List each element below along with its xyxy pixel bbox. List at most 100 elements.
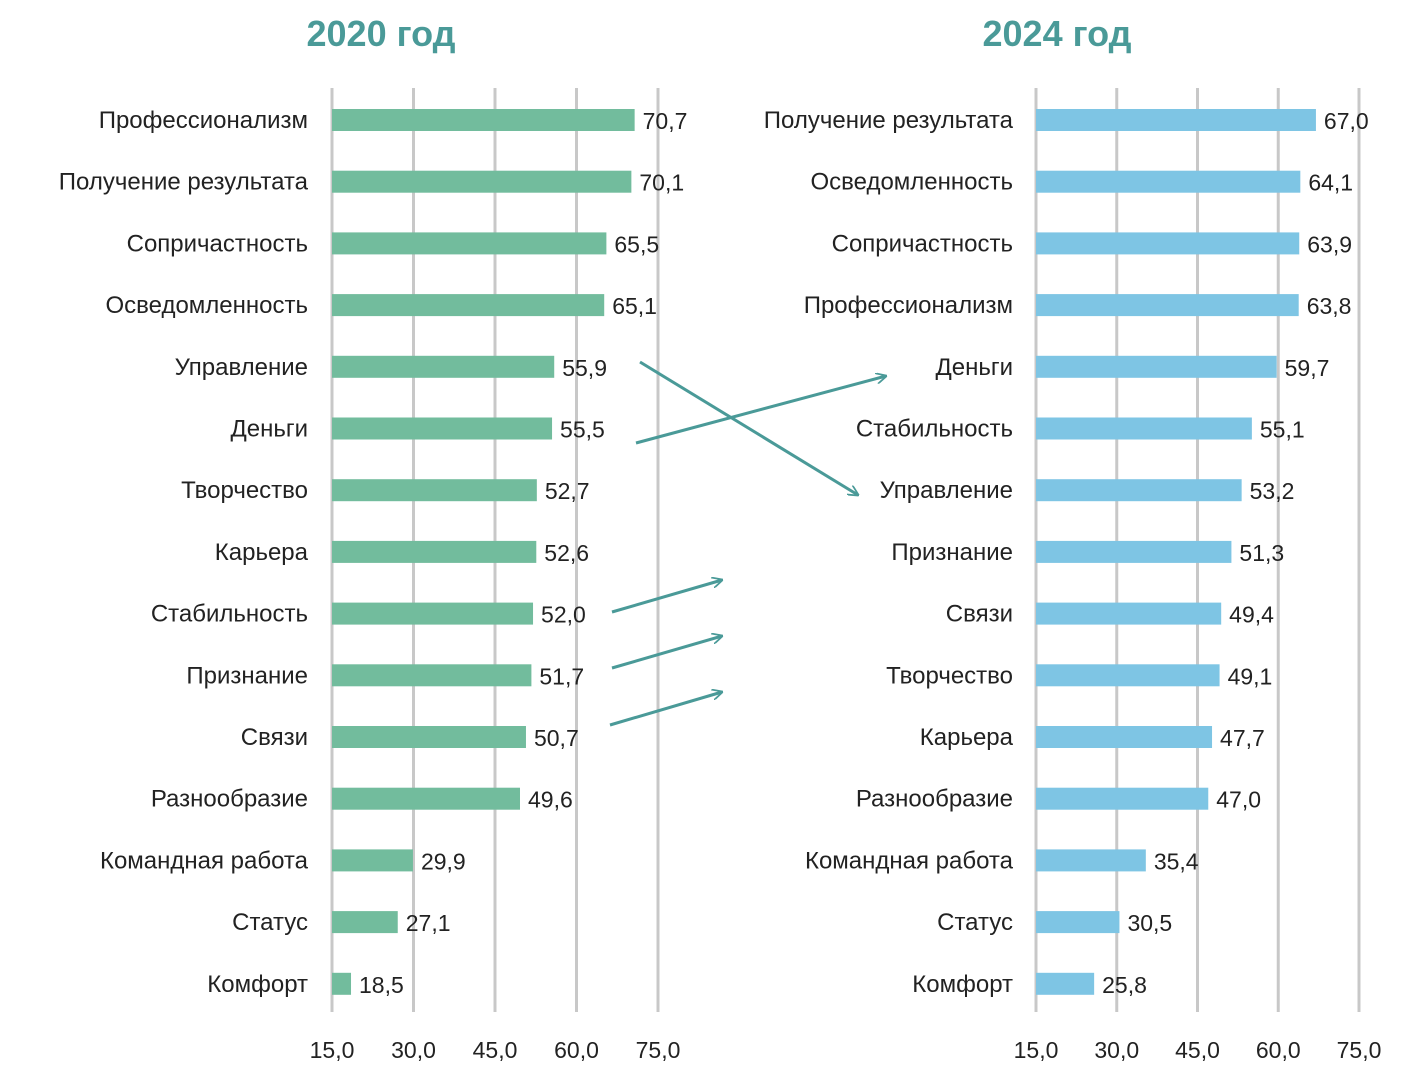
value-label: 49,4 [1229, 602, 1274, 628]
value-label: 59,7 [1285, 355, 1330, 381]
bar [332, 479, 537, 502]
value-label: 25,8 [1102, 972, 1147, 998]
bar [332, 787, 520, 810]
category-label: Творчество [181, 477, 308, 504]
bar [332, 849, 413, 872]
bar [332, 109, 635, 131]
change-arrow [611, 580, 722, 614]
bar [1036, 294, 1299, 317]
bar [332, 726, 526, 748]
category-label: Карьера [215, 539, 309, 566]
value-label: 27,1 [406, 910, 451, 936]
value-label: 52,6 [544, 540, 589, 566]
change-arrow [609, 692, 722, 727]
bar [332, 232, 607, 255]
x-tick-label: 75,0 [636, 1037, 681, 1063]
value-label: 64,1 [1308, 170, 1353, 196]
bar [1036, 479, 1242, 502]
bar [332, 355, 555, 378]
bar [1036, 972, 1095, 995]
category-label: Командная работа [805, 847, 1014, 874]
value-label: 70,7 [643, 108, 688, 134]
chart-title: 2020 год [307, 13, 456, 54]
category-label: Сопричастность [127, 230, 308, 257]
category-label: Разнообразие [151, 786, 308, 813]
x-tick-label: 75,0 [1337, 1037, 1382, 1063]
value-label: 49,6 [528, 787, 573, 813]
x-tick-label: 15,0 [1014, 1037, 1059, 1063]
value-label: 30,5 [1127, 910, 1172, 936]
bar [1036, 170, 1301, 193]
value-label: 29,9 [421, 848, 466, 874]
bar [1036, 602, 1222, 625]
bar [1036, 109, 1316, 131]
category-label: Признание [891, 539, 1013, 566]
x-tick-label: 15,0 [310, 1037, 355, 1063]
category-label: Осведомленность [105, 292, 308, 319]
category-label: Управление [880, 477, 1013, 504]
bar [1036, 417, 1252, 440]
category-label: Творчество [886, 662, 1013, 689]
value-label: 65,1 [612, 293, 657, 319]
bar [332, 540, 537, 563]
change-arrow [635, 376, 886, 445]
value-label: 49,1 [1228, 663, 1273, 689]
value-label: 70,1 [639, 170, 684, 196]
bar [1036, 232, 1300, 255]
category-label: Профессионализм [804, 292, 1013, 319]
bar [1036, 540, 1232, 563]
chart-2024: 2024 год 15,0 30,0 45,0 60,0 75,0 Получение ре… [764, 13, 1382, 1063]
bar [1036, 664, 1220, 687]
change-arrows [609, 360, 886, 727]
bar [332, 911, 398, 934]
value-label: 51,3 [1239, 540, 1284, 566]
value-label: 55,5 [560, 417, 605, 443]
bar [332, 664, 532, 687]
bar [332, 417, 553, 440]
value-label: 53,2 [1250, 478, 1295, 504]
value-label: 51,7 [539, 663, 584, 689]
category-label: Связи [946, 601, 1013, 628]
bar [1036, 355, 1277, 378]
category-label: Комфорт [912, 971, 1013, 998]
value-label: 18,5 [359, 972, 404, 998]
value-label: 65,5 [614, 231, 659, 257]
bar [332, 972, 352, 995]
bar [1036, 787, 1209, 810]
category-label: Карьера [920, 724, 1014, 751]
category-label: Осведомленность [810, 169, 1013, 196]
bar [1036, 726, 1213, 748]
category-label: Признание [186, 662, 308, 689]
value-label: 67,0 [1324, 108, 1369, 134]
category-label: Разнообразие [856, 786, 1013, 813]
category-label: Получение результата [764, 107, 1014, 134]
chart-2020: 2020 год 15,0 30,0 45,0 60,0 75,0 Профессионал… [59, 13, 688, 1063]
bar [332, 170, 632, 193]
category-label: Командная работа [100, 847, 309, 874]
value-label: 47,7 [1220, 725, 1265, 751]
x-tick-label: 30,0 [1094, 1037, 1139, 1063]
value-label: 35,4 [1154, 848, 1199, 874]
value-label: 55,9 [562, 355, 607, 381]
x-tick-label: 45,0 [473, 1037, 518, 1063]
change-arrow [611, 636, 722, 670]
category-label: Связи [241, 724, 308, 751]
chart-title: 2024 год [983, 13, 1132, 54]
value-label: 55,1 [1260, 417, 1305, 443]
category-label: Сопричастность [832, 230, 1013, 257]
x-tick-label: 60,0 [1256, 1037, 1301, 1063]
category-label: Стабильность [151, 601, 308, 628]
category-label: Получение результата [59, 169, 309, 196]
x-tick-label: 45,0 [1175, 1037, 1220, 1063]
bar [1036, 849, 1146, 872]
bar [332, 602, 534, 625]
category-label: Статус [937, 909, 1013, 936]
value-label: 63,9 [1307, 231, 1352, 257]
category-label: Стабильность [856, 416, 1013, 443]
value-label: 47,0 [1216, 787, 1261, 813]
category-label: Профессионализм [99, 107, 308, 134]
category-label: Комфорт [207, 971, 308, 998]
category-label: Статус [232, 909, 308, 936]
category-label: Деньги [935, 354, 1013, 381]
